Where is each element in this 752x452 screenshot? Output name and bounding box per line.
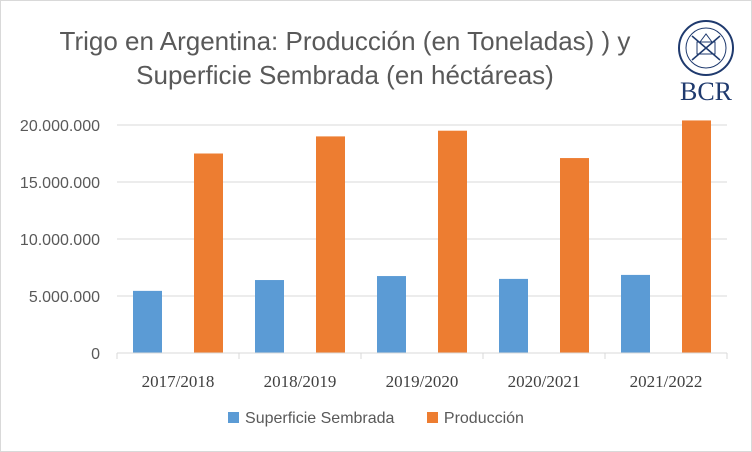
x-tick-label: 2018/2019: [264, 372, 337, 391]
x-tick-label: 2019/2020: [386, 372, 459, 391]
bar-superficie: [621, 274, 650, 353]
chart-title-line-1: Trigo en Argentina: Producción (en Tonel…: [59, 26, 631, 56]
bar-produccion: [560, 158, 589, 353]
legend-swatch-superficie: [228, 412, 240, 423]
bar-produccion: [438, 130, 467, 353]
y-tick-label: 10.000.000: [20, 232, 100, 249]
logo-text: BCR: [680, 77, 733, 106]
x-tick-label: 2021/2022: [630, 372, 703, 391]
bar-superficie: [377, 276, 406, 353]
y-tick-label: 0: [91, 346, 100, 363]
y-axis: 0 5.000.000 10.000.000 15.000.000 20.000.000: [20, 118, 100, 363]
bars: [133, 120, 711, 353]
x-tick-label: 2020/2021: [508, 372, 581, 391]
bar-produccion: [194, 153, 223, 353]
legend: Superficie Sembrada Producción: [0, 410, 752, 428]
y-tick-label: 20.000.000: [20, 118, 100, 135]
bar-superficie: [499, 278, 528, 353]
chart-title-line-2: Superficie Sembrada (en héctáreas): [136, 60, 554, 90]
bcr-logo: BCR: [678, 20, 734, 106]
bar-superficie: [133, 290, 162, 353]
y-tick-label: 5.000.000: [29, 289, 100, 306]
legend-swatch-produccion: [426, 412, 438, 423]
chart-title: Trigo en Argentina: Producción (en Tonel…: [0, 24, 690, 92]
legend-label-produccion: Producción: [443, 410, 524, 427]
x-tick-label: 2017/2018: [142, 372, 215, 391]
bar-produccion: [682, 120, 711, 353]
x-axis: 2017/2018 2018/2019 2019/2020 2020/2021 2021…: [116, 352, 728, 391]
legend-label-superficie: Superficie Sembrada: [245, 410, 395, 427]
y-tick-label: 15.000.000: [20, 175, 100, 192]
bar-produccion: [316, 136, 345, 353]
legend-item-superficie: Superficie Sembrada: [228, 410, 394, 428]
bar-superficie: [255, 280, 284, 353]
legend-item-produccion: Producción: [426, 410, 524, 428]
